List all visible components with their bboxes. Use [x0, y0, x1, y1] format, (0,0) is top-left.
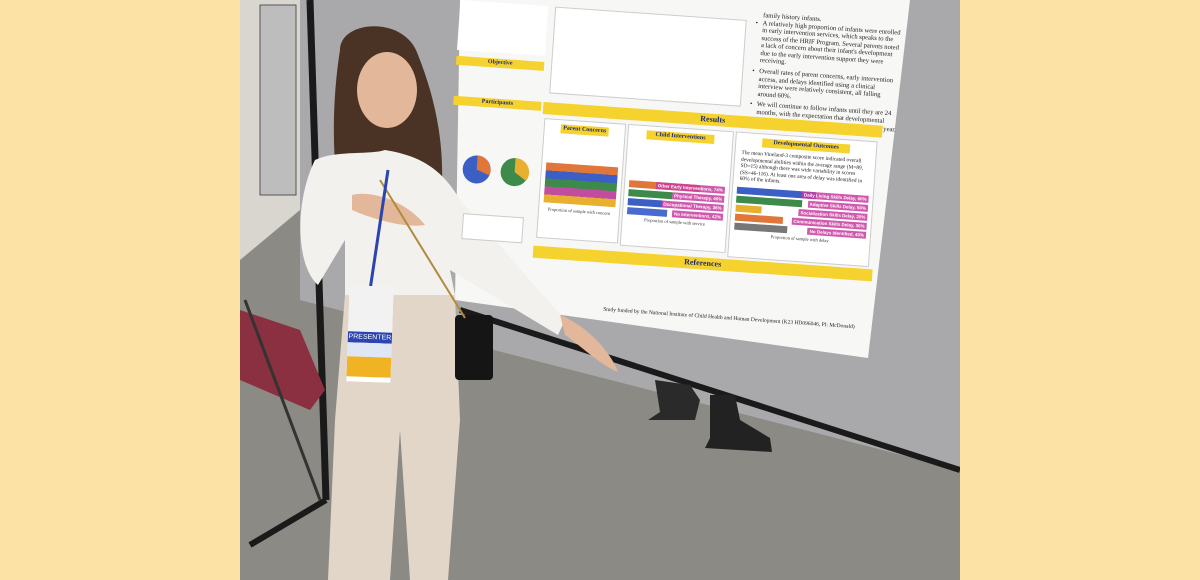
- poster: Objective Participants family history in…: [437, 0, 916, 369]
- lanyard: [368, 169, 390, 291]
- bar: [626, 207, 668, 217]
- badge-name-area: [348, 285, 394, 333]
- shoe: [648, 380, 700, 420]
- concern-bars: [543, 162, 619, 208]
- bar-chart: Other Early Interventions, 74% Physical T…: [626, 180, 726, 221]
- methods-panel: [549, 6, 747, 107]
- badge-ribbon: [347, 342, 392, 358]
- child-interventions-panel: Child Interventions Other Early Interven…: [619, 123, 734, 254]
- section-heading: Participants: [453, 95, 542, 111]
- histogram: [461, 213, 524, 244]
- bar: [735, 204, 763, 213]
- chair-leg: [243, 299, 322, 501]
- bar-chart: Daily Living Skills Delay, 60% Adaptive S…: [734, 186, 869, 239]
- panel-bottom: [459, 307, 960, 473]
- participant-charts: [461, 155, 530, 244]
- intro-text: [456, 0, 549, 56]
- conclusion-list: A relatively high proportion of infants …: [748, 19, 905, 134]
- panel-heading: Child Interventions: [646, 130, 715, 144]
- panel-heading: Parent Concerns: [560, 124, 609, 137]
- name-badge: PRESENTER: [346, 285, 394, 383]
- far-panel: [259, 4, 297, 196]
- panel-text: The mean Vineland-3 composite score indi…: [739, 149, 864, 185]
- photo: Objective Participants family history in…: [240, 0, 960, 580]
- axis-label: Proportion of sample with concern: [547, 206, 611, 216]
- developmental-outcomes-panel: Developmental Outcomes The mean Vineland…: [727, 131, 878, 268]
- panel-foot: [248, 497, 328, 548]
- shoe: [705, 395, 772, 452]
- bar: [627, 198, 663, 208]
- chair-seat: [240, 310, 325, 410]
- pie: [514, 158, 530, 181]
- hand: [352, 193, 425, 226]
- panel-heading: Developmental Outcomes: [761, 138, 851, 154]
- funding: Study funded by the National Institute o…: [602, 306, 855, 331]
- section-heading: Objective: [455, 55, 545, 71]
- bag-strap: [379, 179, 466, 319]
- parent-concerns-panel: Parent Concerns Proportion of sample wit…: [536, 118, 627, 244]
- bag: [455, 315, 493, 380]
- face: [357, 52, 417, 128]
- pie: [476, 155, 491, 176]
- hand: [560, 315, 618, 372]
- badge-ribbon: [346, 356, 392, 378]
- badge-role: PRESENTER: [347, 331, 393, 344]
- conclusion: A relatively high proportion of infants …: [760, 20, 905, 75]
